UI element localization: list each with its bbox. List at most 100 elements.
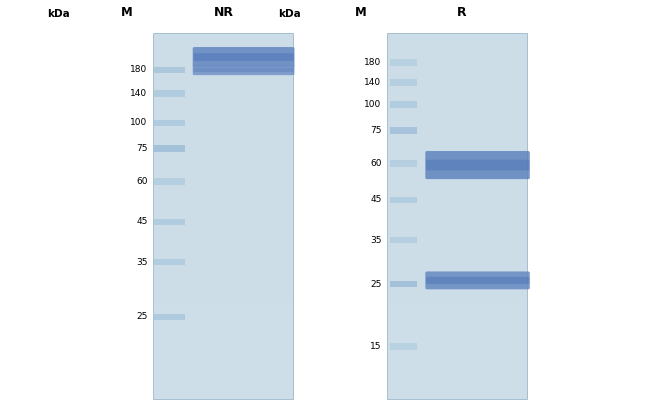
Bar xyxy=(153,387,292,399)
Bar xyxy=(153,363,292,375)
Bar xyxy=(153,131,292,143)
Bar xyxy=(387,387,526,399)
Bar xyxy=(387,180,526,192)
Bar xyxy=(153,228,292,241)
Bar xyxy=(387,326,526,338)
FancyBboxPatch shape xyxy=(193,47,294,67)
Bar xyxy=(153,58,292,70)
Text: 100: 100 xyxy=(130,119,148,127)
Bar xyxy=(153,119,292,131)
Bar xyxy=(387,204,526,216)
FancyBboxPatch shape xyxy=(389,160,417,166)
FancyBboxPatch shape xyxy=(194,53,294,61)
Bar xyxy=(387,82,526,94)
Text: 100: 100 xyxy=(364,100,382,109)
Text: 180: 180 xyxy=(364,58,382,67)
FancyBboxPatch shape xyxy=(154,178,185,185)
Bar xyxy=(387,228,526,241)
Bar xyxy=(153,45,292,58)
FancyBboxPatch shape xyxy=(425,151,530,179)
FancyBboxPatch shape xyxy=(389,59,417,66)
Bar xyxy=(153,106,292,119)
Text: 75: 75 xyxy=(136,144,148,153)
FancyBboxPatch shape xyxy=(154,145,185,152)
FancyBboxPatch shape xyxy=(154,90,185,97)
Bar xyxy=(153,143,292,155)
FancyBboxPatch shape xyxy=(194,68,294,72)
FancyBboxPatch shape xyxy=(154,314,185,320)
Text: 60: 60 xyxy=(136,177,148,186)
FancyBboxPatch shape xyxy=(154,218,185,225)
Bar xyxy=(387,265,526,277)
FancyBboxPatch shape xyxy=(389,127,417,134)
Bar xyxy=(387,351,526,363)
Bar xyxy=(153,180,292,192)
Bar xyxy=(153,302,292,314)
Bar xyxy=(387,375,526,387)
Bar xyxy=(387,33,526,45)
Bar xyxy=(153,277,292,290)
Text: 75: 75 xyxy=(370,126,382,135)
FancyBboxPatch shape xyxy=(154,67,185,73)
Text: 60: 60 xyxy=(370,159,382,168)
Text: 25: 25 xyxy=(136,312,148,322)
Bar xyxy=(153,204,292,216)
Text: kDa: kDa xyxy=(47,9,70,19)
FancyBboxPatch shape xyxy=(425,272,530,289)
Text: kDa: kDa xyxy=(278,9,300,19)
Bar xyxy=(387,216,526,228)
Bar xyxy=(387,192,526,204)
Bar xyxy=(387,94,526,106)
Text: 45: 45 xyxy=(370,196,382,204)
FancyBboxPatch shape xyxy=(426,277,529,284)
Bar xyxy=(387,155,526,168)
Bar xyxy=(387,314,526,326)
Bar xyxy=(387,253,526,265)
Bar xyxy=(387,241,526,253)
Text: NR: NR xyxy=(214,6,234,19)
Bar xyxy=(153,314,292,326)
FancyBboxPatch shape xyxy=(154,120,185,126)
Bar xyxy=(153,33,292,399)
Bar xyxy=(387,290,526,302)
Bar xyxy=(153,338,292,351)
Bar xyxy=(387,363,526,375)
Text: 35: 35 xyxy=(370,235,382,245)
Bar xyxy=(153,70,292,82)
FancyBboxPatch shape xyxy=(389,343,417,349)
Bar xyxy=(153,192,292,204)
Bar xyxy=(387,168,526,180)
Bar xyxy=(387,33,526,399)
Text: R: R xyxy=(457,6,466,19)
Text: M: M xyxy=(121,6,133,19)
Bar xyxy=(387,119,526,131)
Bar xyxy=(153,253,292,265)
Text: 35: 35 xyxy=(136,258,148,267)
FancyBboxPatch shape xyxy=(426,160,529,171)
Bar xyxy=(153,82,292,94)
FancyBboxPatch shape xyxy=(389,196,417,203)
FancyBboxPatch shape xyxy=(389,237,417,243)
FancyBboxPatch shape xyxy=(389,281,417,287)
Bar xyxy=(153,290,292,302)
Bar xyxy=(153,94,292,106)
Bar xyxy=(153,216,292,228)
Text: M: M xyxy=(355,6,367,19)
Bar xyxy=(153,168,292,180)
FancyBboxPatch shape xyxy=(389,79,417,86)
Bar xyxy=(153,33,292,45)
Text: 140: 140 xyxy=(365,78,382,87)
Bar xyxy=(153,326,292,338)
Bar xyxy=(153,265,292,277)
Bar xyxy=(387,70,526,82)
FancyBboxPatch shape xyxy=(154,259,185,265)
Bar xyxy=(387,45,526,58)
Text: 140: 140 xyxy=(131,89,148,98)
Bar xyxy=(153,375,292,387)
FancyBboxPatch shape xyxy=(193,64,294,75)
Bar xyxy=(387,277,526,290)
Bar xyxy=(153,241,292,253)
Bar xyxy=(153,351,292,363)
Text: 45: 45 xyxy=(136,217,148,226)
Bar xyxy=(387,338,526,351)
